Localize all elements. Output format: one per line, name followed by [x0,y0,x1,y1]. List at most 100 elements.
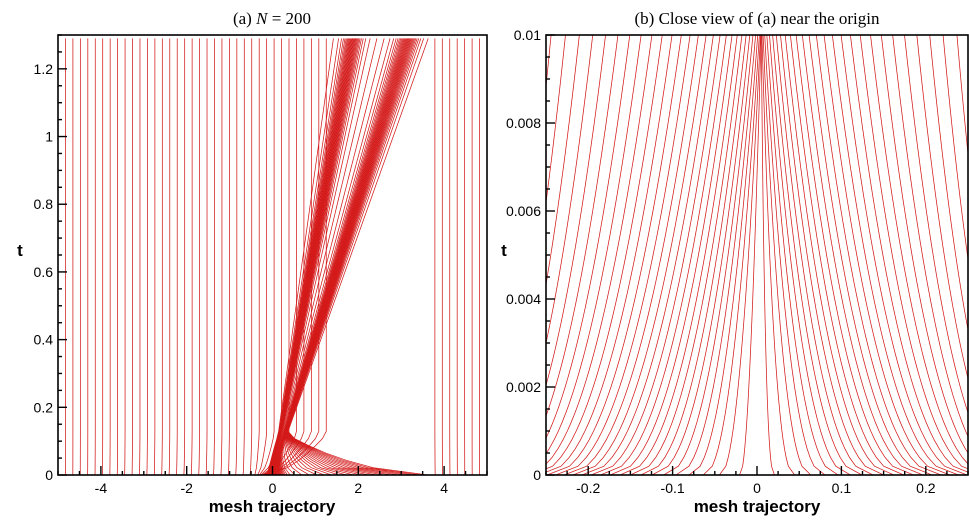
panel-a-mesh-trajectory [213,38,215,475]
panel-b-mesh-trajectory [546,35,631,439]
panel-b-mesh-trajectory [546,35,619,417]
panel-a-mesh-trajectory [277,38,391,475]
panel-b-mesh-trajectory [772,35,863,475]
panel-b-mesh-trajectory [775,35,874,475]
panel-a-x-tick-label: -2 [180,480,193,496]
panel-b-title: (b) Close view of (a) near the origin [635,9,880,28]
panel-a-mesh-trajectory [139,38,141,475]
panel-b-mesh-trajectory [610,35,733,475]
panel-b-mesh-trajectory [739,35,762,475]
panel-a-ticks: -4 -2 0 2 4 0 0.2 0.4 0.6 0.8 1 1.2 [34,34,488,496]
panel-a-mesh-trajectory [286,38,422,475]
panel-a-mesh-trajectory [257,38,268,475]
panel-b-mesh-trajectory [760,35,775,475]
panel-a-mesh-trajectory [205,38,208,475]
panel-b-y-tick-label: 0.01 [514,27,541,43]
panel-b-mesh-trajectory [590,35,721,475]
panel-b-x-tick-label: 0 [753,480,761,496]
panel-b-x-axis-label: mesh trajectory [694,497,821,516]
panel-b-y-tick-label: 0.006 [506,203,541,219]
panel-b-mesh-trajectory [555,35,691,475]
panel-b-mesh-trajectory [546,35,606,387]
panel-b-mesh-trajectory [850,35,968,473]
panel-b-mesh-trajectory [419,35,454,475]
panel-b-x-tick-label: -0.1 [661,480,685,496]
panel-b-mesh-trajectory [831,35,959,475]
panel-a-y-tick-label: 0.2 [34,399,54,415]
panel-b-mesh-trajectory [546,35,673,473]
panel-a-mesh-trajectory [153,38,156,475]
panel-b-mesh-trajectory [795,35,914,475]
panel-b-mesh-trajectory [892,35,968,438]
panel-b-mesh-trajectory [766,35,839,475]
panel-a-mesh-trajectory [275,38,364,475]
panel-b-ticks: -0.2 -0.1 0 0.1 0.2 0 0.002 0.004 0.006 0.008 0.01 [506,27,969,496]
panel-b-mesh-trajectory [663,35,754,475]
panel-b-mesh-trajectory [581,35,714,475]
panel-b-mesh-trajectory [600,35,727,475]
panel-b-x-tick-label: 0.2 [916,480,936,496]
panel-a-mesh-trajectory [287,38,425,475]
panel-b-mesh-trajectory [546,35,653,465]
panel-a-mesh-trajectory [265,38,327,475]
panel-b-mesh-trajectory [780,35,884,475]
panel-b-mesh-trajectory [880,35,968,454]
panel-b-mesh-trajectory [719,35,761,475]
panel-a-mesh-trajectory [287,38,429,475]
panel-b-mesh-trajectory [859,35,968,470]
panel-a-x-tick-label: 0 [269,480,277,496]
panel-a-y-tick-label: 0 [45,467,53,483]
panel-a-mesh-trajectory [220,38,223,475]
panel-a-mesh-trajectory [263,38,305,475]
panel-a-mesh-trajectory [277,38,385,475]
panel-b-mesh-trajectory [904,35,968,414]
panel-a-mesh-trajectory [260,38,282,475]
panel-a-mesh-trajectory [276,38,367,475]
panel-b-mesh-trajectory [840,35,968,475]
panel-a-mesh-trajectory [266,38,339,475]
panel-b-mesh-trajectory [769,35,851,475]
panel-b-mesh-trajectory [815,35,942,475]
panel-b-mesh-trajectory [546,35,580,287]
panel-a-y-tick-label: 1.2 [34,61,54,77]
panel-b-mesh-trajectory [870,35,968,465]
panel-b-mesh-trajectory [675,35,756,475]
panel-b-mesh-trajectory [808,35,933,475]
panel-b-y-tick-label: 0 [533,467,541,483]
panel-a-mesh-trajectory [254,38,260,475]
panel-a-y-tick-label: 1 [45,129,53,145]
panel-b-mesh-trajectory [790,35,904,475]
panel-a-x-tick-label: 4 [440,480,448,496]
panel-b-mesh-trajectory [546,35,594,345]
panel-a-trajectories [58,38,487,475]
panel-b-mesh-trajectory [764,35,826,475]
panel-b-mesh-trajectory [942,35,968,262]
panel-b-mesh-trajectory [956,35,968,158]
panel-b-mesh-trajectory [619,35,738,475]
panel-b-x-tick-label: 0.1 [832,480,852,496]
panel-b-y-tick-label: 0.004 [506,291,541,307]
panel-a-mesh-trajectory [168,38,171,475]
panel-a-mesh-trajectory [227,38,230,475]
panel-b-mesh-trajectory [630,35,743,475]
panel-b-mesh-trajectory [702,35,760,475]
panel-b-mesh-trajectory [433,35,488,475]
panel-b-mesh-trajectory [688,35,759,475]
panel-b-mesh-trajectory [761,35,795,475]
panel-a-mesh-trajectory [249,38,253,475]
panel-a-mesh-trajectory [198,38,200,475]
panel-a-mesh-trajectory [276,38,371,475]
panel-b-mesh-trajectory [454,35,536,475]
panel-a-y-tick-label: 0.8 [34,196,54,212]
panel-a-mesh-trajectory [235,38,238,475]
panel-b-mesh-trajectory [784,35,895,475]
panel-a-mesh-trajectory [278,38,395,475]
panel-a-x-tick-label: 2 [354,480,362,496]
panel-b-mesh-trajectory [546,35,642,455]
panel-a-y-axis-label: t [17,241,23,260]
panel-a-y-tick-label: 0.4 [34,332,54,348]
panel-b-mesh-trajectory [929,35,968,332]
panel-b-mesh-trajectory [801,35,924,475]
panel-b-mesh-trajectory [640,35,747,475]
panel-b-mesh-trajectory [572,35,707,475]
